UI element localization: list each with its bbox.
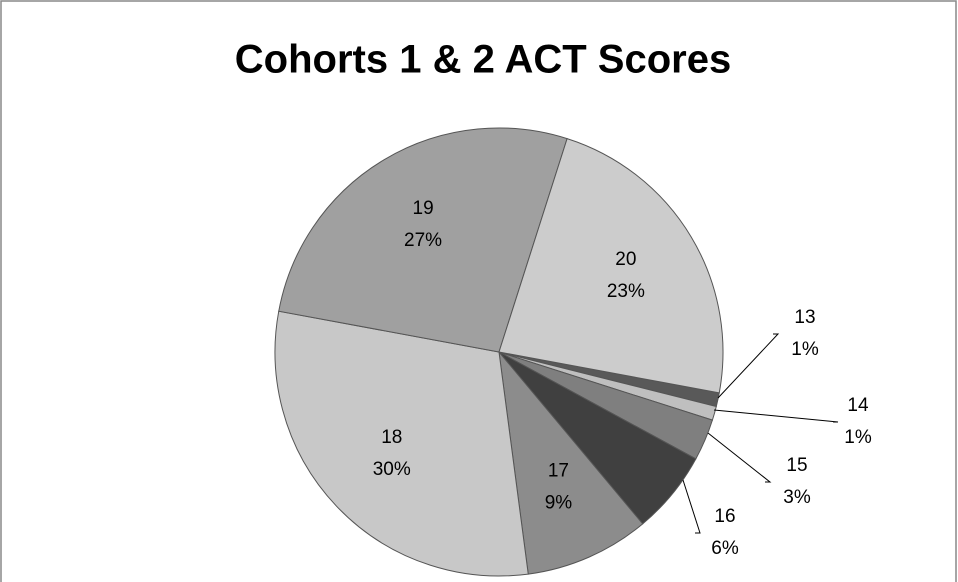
leader-line xyxy=(713,409,839,423)
slice-category-label: 17 xyxy=(548,460,569,481)
slice-category-label: 18 xyxy=(381,427,402,448)
slice-category-label: 20 xyxy=(615,249,636,270)
pie-slice xyxy=(498,137,724,394)
slice-category-label: 13 xyxy=(794,307,815,328)
slice-value-label: 30% xyxy=(373,459,411,480)
slice-category-label: 15 xyxy=(786,455,807,476)
pie-slice xyxy=(274,310,529,577)
pie-slice xyxy=(278,127,568,353)
leader-line xyxy=(682,479,701,534)
slice-value-label: 9% xyxy=(545,492,573,513)
slice-category-label: 16 xyxy=(714,506,735,527)
slice-category-label: 14 xyxy=(847,395,869,416)
slice-value-label: 1% xyxy=(791,339,819,360)
leader-line xyxy=(707,432,772,483)
slice-value-label: 27% xyxy=(404,230,442,251)
slice-value-label: 23% xyxy=(607,281,645,302)
slice-value-label: 3% xyxy=(783,487,811,508)
slice-category-label: 19 xyxy=(413,198,434,219)
pie-slice xyxy=(498,350,644,575)
slice-value-label: 1% xyxy=(844,427,872,448)
leader-line xyxy=(717,333,780,399)
chart-title: Cohorts 1 & 2 ACT Scores xyxy=(235,38,731,82)
slice-value-label: 6% xyxy=(711,538,739,559)
